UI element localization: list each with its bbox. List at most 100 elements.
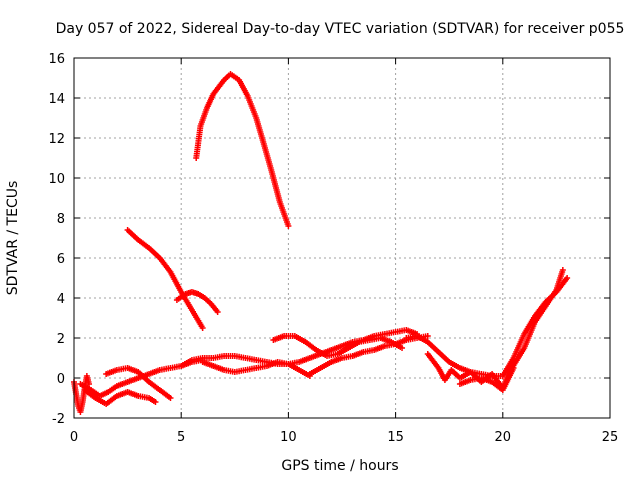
point-trail — [193, 125, 204, 159]
point-trail — [136, 370, 151, 384]
point-trail — [543, 288, 559, 308]
point-trail — [347, 340, 361, 350]
y-tick-label: 2 — [57, 332, 65, 347]
point-trail — [449, 368, 462, 380]
series-track-7 — [193, 71, 292, 229]
x-tick-label: 25 — [602, 430, 619, 445]
point-trail — [522, 314, 537, 336]
point-trail — [447, 360, 462, 370]
chart-title: Day 057 of 2022, Sidereal Day-to-day VTE… — [56, 21, 625, 37]
data-point — [424, 333, 431, 339]
data-point — [564, 275, 571, 281]
point-trail — [79, 382, 93, 392]
y-tick-label: 12 — [48, 132, 65, 147]
y-tick-label: 8 — [57, 212, 65, 227]
x-tick-label: 20 — [495, 430, 512, 445]
point-trail — [415, 334, 429, 344]
series-track-12 — [403, 275, 571, 379]
point-trail — [136, 238, 151, 250]
point-trail — [158, 365, 172, 373]
data-point — [199, 325, 206, 331]
point-trail — [513, 346, 527, 364]
point-trail — [147, 246, 162, 260]
point-trail — [362, 347, 376, 355]
series-track-13 — [424, 267, 566, 391]
point-trail — [126, 228, 140, 242]
point-trail — [71, 381, 79, 395]
point-trail — [522, 321, 538, 349]
y-axis-label: SDTVAR / TECUs — [5, 181, 21, 296]
point-trail — [458, 370, 472, 380]
point-trail — [500, 356, 516, 378]
point-trail — [287, 362, 301, 372]
point-trail — [98, 389, 110, 399]
point-trail — [229, 72, 241, 82]
point-trail — [222, 72, 232, 82]
point-trail — [304, 340, 318, 352]
point-trail — [94, 396, 108, 406]
point-trail — [315, 348, 329, 358]
point-trail — [209, 302, 220, 314]
point-trail — [272, 333, 286, 343]
point-trail — [425, 352, 441, 370]
point-trail — [253, 117, 266, 141]
point-trail — [384, 329, 397, 337]
point-trail — [341, 353, 354, 361]
point-trail — [211, 78, 226, 96]
series-track-14 — [456, 365, 517, 393]
y-tick-label: 14 — [48, 92, 65, 107]
point-trail — [189, 308, 205, 330]
point-trail — [190, 289, 200, 297]
series-track-4 — [103, 365, 174, 401]
point-trail — [73, 393, 81, 407]
x-axis-label: GPS time / hours — [281, 458, 398, 474]
point-trail — [237, 78, 250, 98]
y-tick-label: 4 — [57, 292, 65, 307]
data-point — [167, 395, 174, 401]
point-trail — [107, 384, 119, 394]
x-tick-label: 15 — [387, 430, 404, 445]
point-trail — [244, 365, 258, 373]
point-trail — [158, 388, 172, 400]
data-point — [399, 345, 406, 351]
point-trail — [89, 388, 102, 398]
data-point — [285, 223, 292, 229]
point-trail — [268, 169, 283, 203]
y-tick-label: 0 — [57, 372, 65, 387]
series-track-6 — [173, 289, 221, 315]
point-trail — [297, 368, 312, 378]
point-trail — [168, 270, 184, 294]
point-trail — [233, 353, 247, 361]
point-trail — [212, 353, 225, 361]
point-trail — [244, 355, 258, 363]
point-trail — [426, 340, 440, 354]
series-track-5 — [124, 227, 206, 331]
point-trail — [184, 289, 194, 297]
axis-ticks: 0 5 10 15 20 25 -2 0 2 4 6 8 10 12 14 16 — [48, 52, 618, 445]
point-trail — [233, 367, 247, 375]
plot-frame — [73, 57, 611, 419]
point-trail — [104, 394, 119, 406]
y-tick-label: 6 — [57, 252, 65, 267]
point-trail — [319, 360, 333, 370]
data-points — [71, 71, 571, 415]
point-trail — [255, 357, 268, 365]
series-track-3 — [81, 387, 159, 407]
point-trail — [260, 139, 274, 171]
point-trail — [245, 95, 259, 119]
y-tick-label: 10 — [48, 172, 65, 187]
point-trail — [405, 327, 419, 337]
y-tick-label: 16 — [48, 52, 65, 67]
point-trail — [255, 363, 268, 371]
point-trail — [196, 292, 207, 300]
point-trail — [84, 375, 92, 385]
point-trail — [147, 396, 157, 404]
data-point — [152, 399, 159, 405]
point-trail — [293, 334, 307, 344]
point-trail — [179, 358, 194, 368]
point-trail — [203, 296, 213, 306]
point-trail — [175, 292, 187, 302]
point-trail — [147, 380, 162, 392]
point-trail — [83, 388, 97, 400]
